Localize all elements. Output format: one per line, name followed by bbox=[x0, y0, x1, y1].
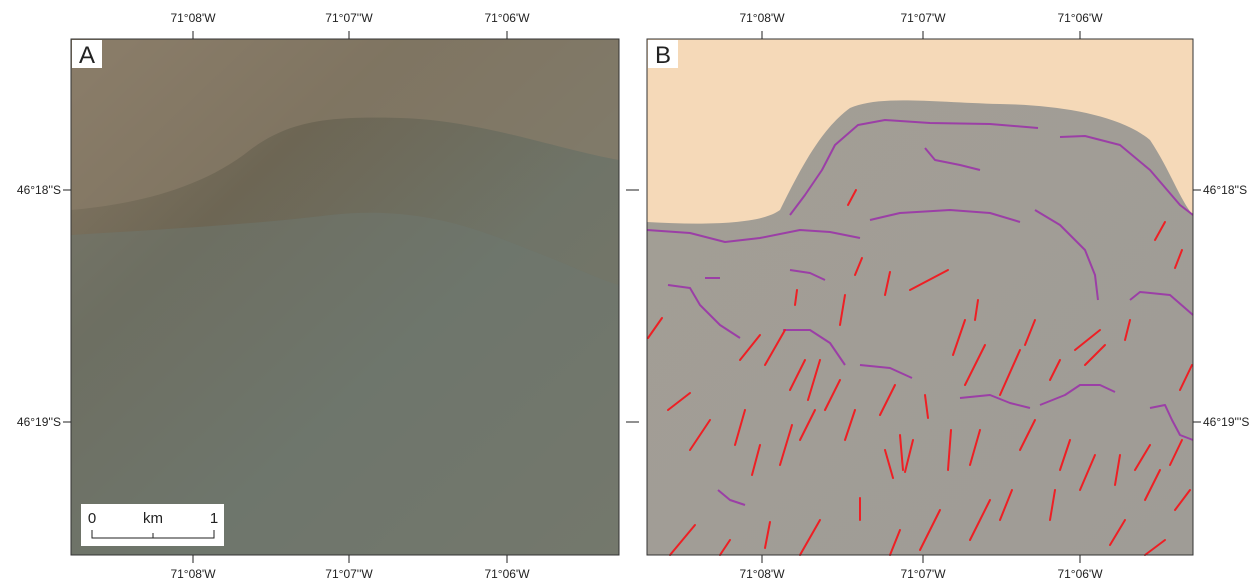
panel-label: B bbox=[655, 42, 671, 69]
left-tick-label: 46°19''S bbox=[17, 415, 61, 429]
panel-a: A 71°08'W 71°07''W 71°06'W 71°08'W 71°07… bbox=[17, 11, 619, 581]
page: {"panels": [ {"label": "A", "top_ticks":… bbox=[0, 0, 1256, 583]
bottom-tick-label: 71°08'W bbox=[170, 567, 216, 581]
top-tick-label: 71°08'W bbox=[739, 11, 785, 25]
left-tick-label: 46°18''S bbox=[17, 183, 61, 197]
right-tick-label: 46°19'''S bbox=[1203, 415, 1249, 429]
scale-label: km bbox=[143, 510, 163, 527]
image-region bbox=[71, 213, 619, 555]
top-tick-label: 71°06'W bbox=[1057, 11, 1103, 25]
scale-label: 0 bbox=[88, 510, 96, 527]
scale-label: 1 bbox=[210, 510, 218, 527]
top-tick-label: 71°06'W bbox=[484, 11, 530, 25]
panel-b: B 71°08'W 71°07'W 71°06'W 71°08'W 71°07'… bbox=[626, 11, 1249, 581]
bottom-tick-label: 71°07''W bbox=[325, 567, 373, 581]
top-tick-label: 71°08'W bbox=[170, 11, 216, 25]
top-tick-label: 71°07''W bbox=[325, 11, 373, 25]
bottom-tick-label: 71°07'W bbox=[900, 567, 946, 581]
bottom-tick-label: 71°06'W bbox=[484, 567, 530, 581]
bottom-tick-label: 71°06'W bbox=[1057, 567, 1103, 581]
scale-bar: 0 km 1 bbox=[81, 504, 224, 546]
top-tick-label: 71°07'W bbox=[900, 11, 946, 25]
panel-label: A bbox=[79, 42, 95, 69]
bottom-tick-label: 71°08'W bbox=[739, 567, 785, 581]
figure: A 71°08'W 71°07''W 71°06'W 71°08'W 71°07… bbox=[0, 0, 1256, 583]
right-tick-label: 46°18''S bbox=[1203, 183, 1247, 197]
